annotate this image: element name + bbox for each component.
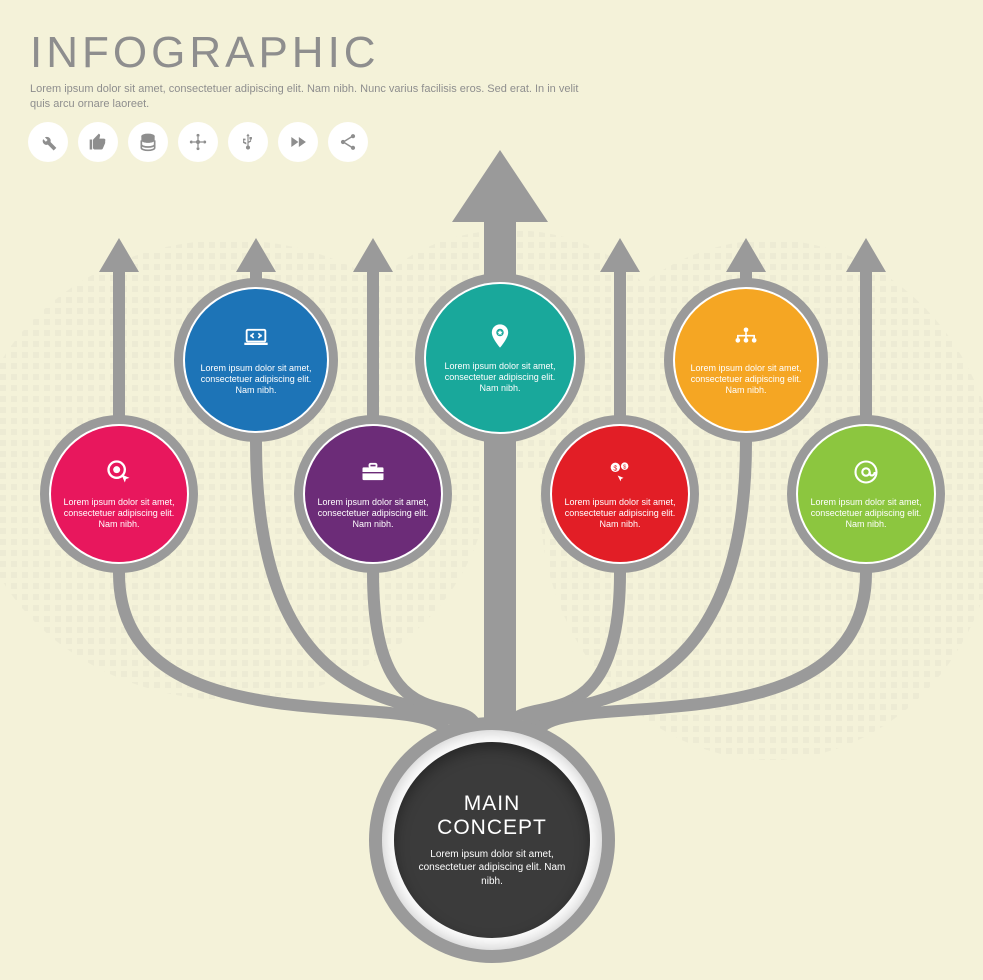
branch-node-n5: $$ Lorem ipsum dolor sit amet, consectet… <box>541 415 699 573</box>
branch-node-n3: Lorem ipsum dolor sit amet, consectetuer… <box>294 415 452 573</box>
at-icon <box>852 458 880 491</box>
branch-node-text: Lorem ipsum dolor sit amet, consectetuer… <box>197 363 315 397</box>
main-concept-node: MAIN CONCEPT Lorem ipsum dolor sit amet,… <box>369 717 615 963</box>
target-click-icon <box>105 458 133 491</box>
org-chart-icon <box>732 324 760 357</box>
main-text: Lorem ipsum dolor sit amet, consectetuer… <box>412 848 572 889</box>
branch-node-text: Lorem ipsum dolor sit amet, consectetuer… <box>810 497 922 531</box>
main-title: MAIN CONCEPT <box>412 792 572 840</box>
branch-node-n4: Lorem ipsum dolor sit amet, consectetuer… <box>415 273 585 443</box>
canvas: INFOGRAPHIC Lorem ipsum dolor sit amet, … <box>0 0 983 980</box>
branch-node-n1: Lorem ipsum dolor sit amet, consectetuer… <box>40 415 198 573</box>
branch-node-text: Lorem ipsum dolor sit amet, consectetuer… <box>438 361 562 395</box>
branch-node-n7: Lorem ipsum dolor sit amet, consectetuer… <box>787 415 945 573</box>
laptop-icon <box>242 324 270 357</box>
branch-node-n2: Lorem ipsum dolor sit amet, consectetuer… <box>174 278 338 442</box>
branch-node-n6: Lorem ipsum dolor sit amet, consectetuer… <box>664 278 828 442</box>
main-inner: MAIN CONCEPT Lorem ipsum dolor sit amet,… <box>394 742 590 938</box>
main-ring: MAIN CONCEPT Lorem ipsum dolor sit amet,… <box>382 730 602 950</box>
money-tap-icon: $$ <box>606 458 634 491</box>
branch-node-text: Lorem ipsum dolor sit amet, consectetuer… <box>564 497 676 531</box>
branch-node-text: Lorem ipsum dolor sit amet, consectetuer… <box>687 363 805 397</box>
pin-star-icon <box>486 322 514 355</box>
branch-node-text: Lorem ipsum dolor sit amet, consectetuer… <box>317 497 429 531</box>
svg-text:$: $ <box>613 465 617 472</box>
branch-node-text: Lorem ipsum dolor sit amet, consectetuer… <box>63 497 175 531</box>
briefcase-icon <box>359 458 387 491</box>
